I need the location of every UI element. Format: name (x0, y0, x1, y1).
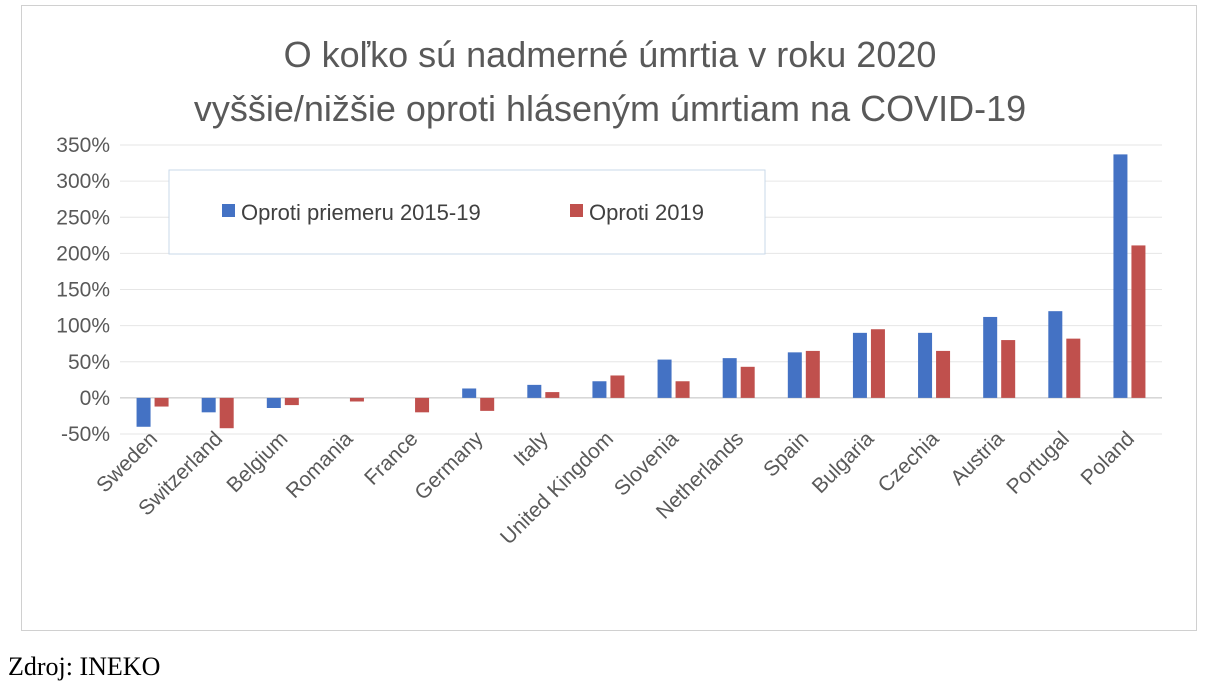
bars (136, 154, 1146, 429)
y-tick-label: 300% (56, 170, 110, 193)
legend-label-series-2: Oproti 2019 (589, 200, 704, 225)
source-note: Zdroj: INEKO (8, 652, 161, 681)
bar-series-1-spain (787, 352, 802, 398)
chart-title-line-1: O koľko sú nadmerné úmrtia v roku 2020 (284, 34, 937, 75)
bar-series-2-switzerland (219, 397, 234, 429)
x-tick-label: Romania (282, 427, 358, 503)
x-tick-label: France (360, 427, 422, 489)
bar-series-2-romania (349, 397, 364, 402)
bar-series-2-poland (1131, 245, 1146, 398)
bar-series-1-bulgaria (852, 332, 867, 398)
bar-series-1-switzerland (201, 397, 216, 413)
bar-series-2-belgium (284, 397, 299, 406)
bar-series-1-poland (1113, 154, 1128, 398)
bar-series-2-netherlands (740, 366, 755, 398)
y-tick-label: 50% (68, 351, 110, 374)
y-tick-label: 350% (56, 134, 110, 157)
bar-series-2-slovenia (675, 381, 690, 398)
x-tick-label: Czechia (874, 427, 944, 497)
x-tick-label: Spain (759, 427, 813, 481)
chart-title-line-2: vyššie/nižšie oproti hláseným úmrtiam na… (194, 88, 1026, 129)
x-tick-label: Poland (1076, 427, 1139, 490)
bar-series-1-austria (983, 316, 998, 398)
y-tick-label: -50% (61, 423, 110, 446)
x-tick-label: Portugal (1002, 427, 1074, 499)
bar-series-2-italy (545, 392, 560, 398)
y-axis: 350% 300% 250% 200% 150% 100% 50% 0% -50% (56, 134, 110, 446)
legend-swatch-series-1 (222, 204, 235, 217)
x-tick-label: Germany (410, 427, 488, 505)
y-tick-label: 100% (56, 315, 110, 338)
x-tick-label: United Kingdom (496, 427, 618, 549)
bar-series-1-sweden (136, 397, 151, 427)
chart-frame (21, 5, 1197, 631)
x-tick-label: Italy (509, 427, 553, 471)
bar-series-1-netherlands (722, 358, 737, 398)
x-tick-label: Bulgaria (808, 427, 879, 498)
bar-series-2-czechia (936, 350, 951, 398)
bar-series-2-spain (805, 350, 820, 398)
legend-label-series-1: Oproti priemeru 2015-19 (241, 200, 481, 225)
bar-series-2-bulgaria (870, 329, 885, 398)
bar-series-2-france (415, 397, 430, 413)
legend-swatch-series-2 (570, 204, 583, 217)
y-tick-label: 250% (56, 206, 110, 229)
legend-box (168, 169, 766, 255)
y-tick-label: 200% (56, 242, 110, 265)
bar-series-1-portugal (1048, 311, 1063, 398)
y-tick-label: 0% (80, 387, 110, 410)
bar-series-2-portugal (1066, 338, 1081, 398)
bar-series-1-united-kingdom (592, 381, 607, 398)
y-tick-label: 150% (56, 279, 110, 302)
bar-series-1-belgium (266, 397, 281, 408)
bar-series-1-czechia (918, 332, 933, 398)
bar-series-2-sweden (154, 397, 169, 407)
bar-series-2-austria (1001, 340, 1016, 398)
x-tick-label: Austria (946, 427, 1009, 490)
bar-series-1-italy (527, 384, 542, 398)
legend: Oproti priemeru 2015-19 Oproti 2019 (168, 169, 766, 255)
bar-series-1-slovenia (657, 359, 672, 398)
bar-series-2-germany (480, 397, 495, 411)
bar-series-1-germany (462, 388, 477, 398)
bar-series-2-united-kingdom (610, 375, 625, 398)
